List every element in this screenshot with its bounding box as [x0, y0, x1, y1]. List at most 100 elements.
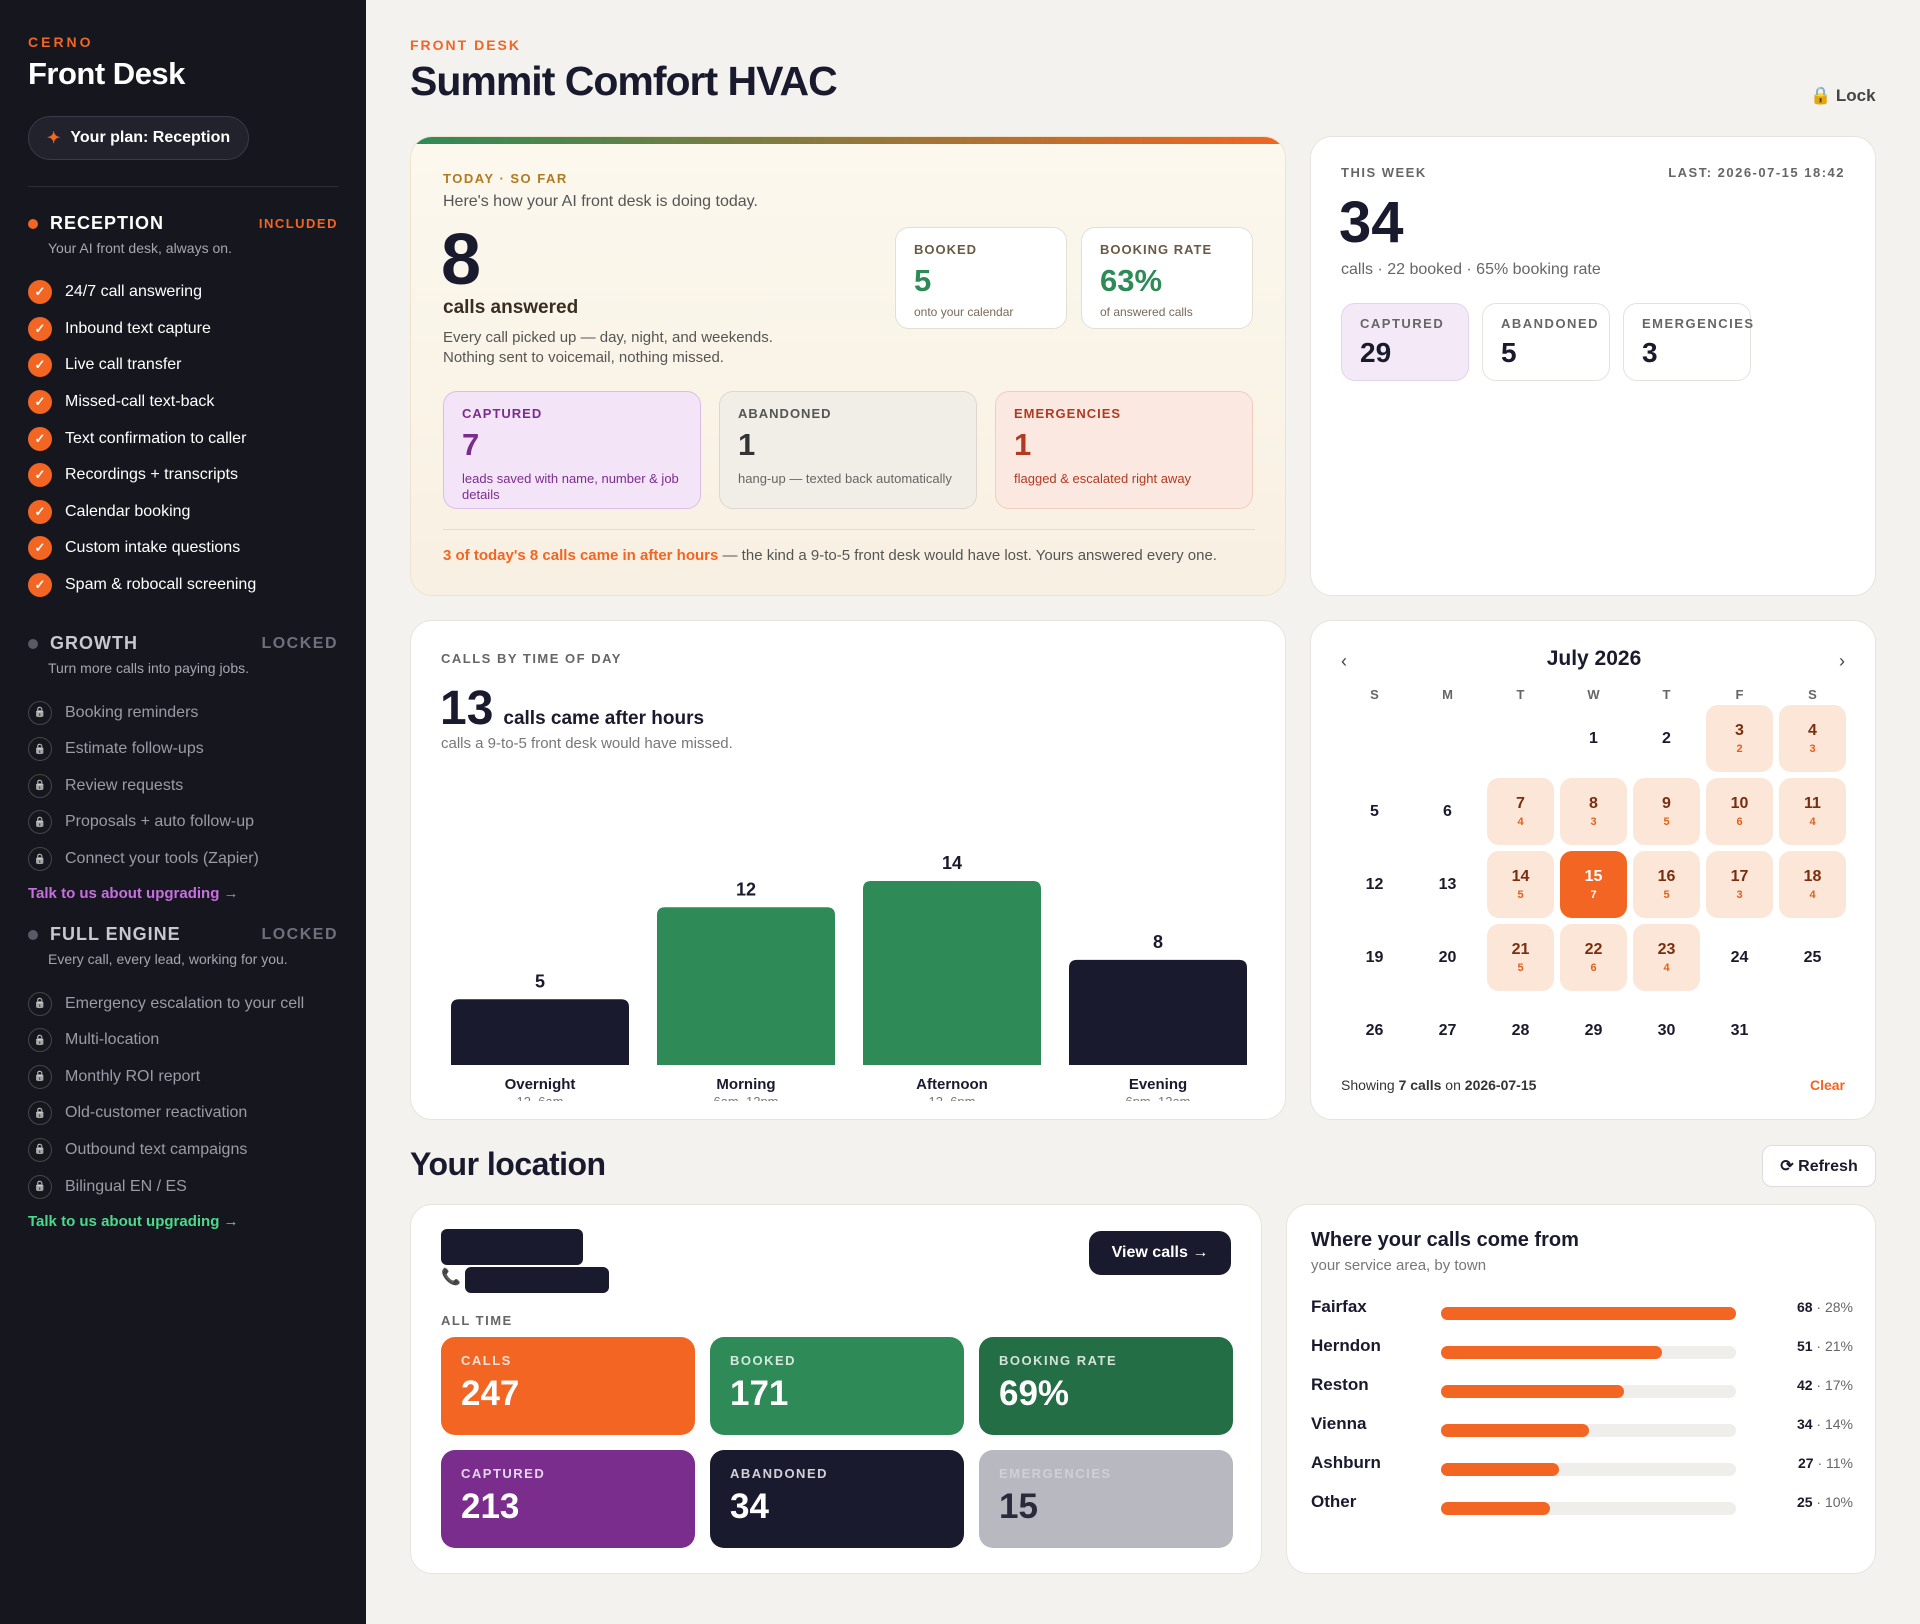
calendar-day[interactable]: 23 4 [1633, 924, 1700, 991]
day-number: 23 [1657, 941, 1676, 958]
calendar-day[interactable]: 30 [1633, 997, 1700, 1064]
lock-icon: 🔒 [28, 847, 52, 872]
bar-value-label: 14 [942, 853, 962, 873]
calendar-day[interactable]: 14 5 [1487, 851, 1554, 918]
feature-item: 🔒 Old-customer reactivation [28, 1095, 338, 1132]
bar-value-label: 8 [1153, 932, 1163, 952]
town-bar-fill [1441, 1502, 1551, 1515]
upgrade-link[interactable]: Talk to us about upgrading → [28, 1212, 239, 1230]
calendar-day[interactable]: 24 [1706, 924, 1773, 991]
calendar-day[interactable]: 19 [1341, 924, 1408, 991]
tile-label: BOOKING RATE [999, 1353, 1118, 1368]
tier-header: GROWTH LOCKED [28, 633, 338, 654]
town-name: Reston [1311, 1375, 1369, 1394]
lock-icon: 🔒 [28, 773, 52, 798]
feature-label: Monthly ROI report [65, 1067, 201, 1085]
calendar-day[interactable]: 10 6 [1706, 778, 1773, 845]
calendar-day[interactable]: 15 7 [1560, 851, 1627, 918]
town-pct: 10% [1824, 1494, 1853, 1510]
day-call-count: 5 [1517, 962, 1524, 974]
calendar-day[interactable]: 18 4 [1779, 851, 1846, 918]
town-value: 42 · 17% [1796, 1377, 1853, 1393]
calendar-day[interactable]: 29 [1560, 997, 1627, 1064]
tod-label: CALLS BY TIME OF DAY [441, 651, 622, 666]
upgrade-link[interactable]: Talk to us about upgrading → [28, 885, 239, 903]
calendar-day[interactable]: 12 [1341, 851, 1408, 918]
feature-label: Booking reminders [65, 703, 199, 721]
calendar-day[interactable]: 6 [1414, 778, 1481, 845]
after-hours-label: calls came after hours [503, 708, 705, 729]
calendar-day[interactable]: 1 [1560, 705, 1627, 772]
week-captured-stat: CAPTURED 29 [1341, 303, 1469, 381]
week-calls-count: 34 [1339, 190, 1404, 255]
town-bar-fill [1441, 1463, 1559, 1476]
bar-afternoon[interactable] [863, 881, 1041, 1065]
after-hours-highlight: 3 of today's 8 calls came in after hours [443, 547, 719, 564]
town-row: Ashburn 27 · 11% [1311, 1453, 1853, 1483]
town-value: 25 · 10% [1796, 1494, 1853, 1510]
calendar-day[interactable]: 11 4 [1779, 778, 1846, 845]
view-calls-button[interactable]: View calls → [1089, 1231, 1231, 1275]
calendar-day[interactable]: 16 5 [1633, 851, 1700, 918]
day-number: 3 [1735, 722, 1744, 739]
calendar-prev-button[interactable]: ‹ [1341, 651, 1347, 671]
calendar-day[interactable]: 27 [1414, 997, 1481, 1064]
today-eyebrow: TODAY · SO FAR [443, 171, 568, 186]
calendar-day[interactable]: 22 6 [1560, 924, 1627, 991]
refresh-button[interactable]: ⟳ Refresh [1762, 1145, 1876, 1187]
feature-item: 🔒 Connect your tools (Zapier) [28, 841, 338, 878]
day-number: 8 [1589, 795, 1598, 812]
calendar-day[interactable]: 21 5 [1487, 924, 1554, 991]
calendar-day[interactable]: 31 [1706, 997, 1773, 1064]
calendar-day[interactable]: 2 [1633, 705, 1700, 772]
check-icon: ✓ [28, 353, 52, 378]
feature-label: Inbound text capture [65, 319, 211, 337]
bar-overnight[interactable] [451, 999, 629, 1065]
feature-item: ✓ Custom intake questions [28, 530, 338, 567]
town-name: Herndon [1311, 1336, 1381, 1355]
calendar-day[interactable]: 25 [1779, 924, 1846, 991]
town-pct: 28% [1824, 1299, 1853, 1315]
feature-label: Estimate follow-ups [65, 740, 204, 758]
calendar-day[interactable]: 13 [1414, 851, 1481, 918]
tile-calls: CALLS 247 [441, 1337, 695, 1435]
tile-value: 213 [461, 1487, 520, 1526]
day-call-count: 3 [1809, 743, 1816, 755]
day-number: 21 [1511, 941, 1530, 958]
calendar-day[interactable]: 5 [1341, 778, 1408, 845]
bar-evening[interactable] [1069, 959, 1247, 1065]
bar-range-label: 6am–12pm [713, 1094, 778, 1101]
plan-pill[interactable]: ✦ Your plan: Reception [28, 116, 250, 160]
calendar-card: ‹ July 2026 › S M T W T F S 1 2 3 2 4 3 5 6 7 4 8 3 9 5 10 6 11… [1310, 620, 1876, 1120]
feature-label: Custom intake questions [65, 539, 241, 557]
week-abandoned-stat: ABANDONED 5 [1482, 303, 1610, 381]
day-call-count: 4 [1663, 962, 1670, 974]
day-number: 31 [1730, 1021, 1749, 1039]
calendar-day[interactable]: 28 [1487, 997, 1554, 1064]
calendar-next-button[interactable]: › [1839, 651, 1845, 671]
day-number: 28 [1511, 1021, 1530, 1039]
day-call-count: 6 [1736, 816, 1743, 828]
stat-label: EMERGENCIES [1642, 316, 1755, 331]
calendar-day[interactable]: 17 3 [1706, 851, 1773, 918]
today-intro: Here's how your AI front desk is doing t… [443, 193, 758, 210]
calendar-day[interactable]: 26 [1341, 997, 1408, 1064]
tier-subtitle: Your AI front desk, always on. [48, 240, 232, 256]
brand-eyebrow: CERNO [28, 34, 94, 50]
feature-label: Missed-call text-back [65, 393, 215, 411]
town-bar-fill [1441, 1424, 1589, 1437]
phone-icon: 📞 [441, 1269, 461, 1286]
calendar-day[interactable]: 20 [1414, 924, 1481, 991]
feature-label: Multi-location [65, 1031, 160, 1049]
bar-morning[interactable] [657, 907, 835, 1065]
feature-item: 🔒 Booking reminders [28, 694, 338, 731]
calendar-clear-button[interactable]: Clear [1809, 1077, 1845, 1093]
today-captured-stat: CAPTURED 7 leads saved with name, number… [443, 391, 701, 509]
town-count: 27 [1797, 1455, 1814, 1471]
lock-button[interactable]: 🔒 Lock [1810, 86, 1876, 105]
